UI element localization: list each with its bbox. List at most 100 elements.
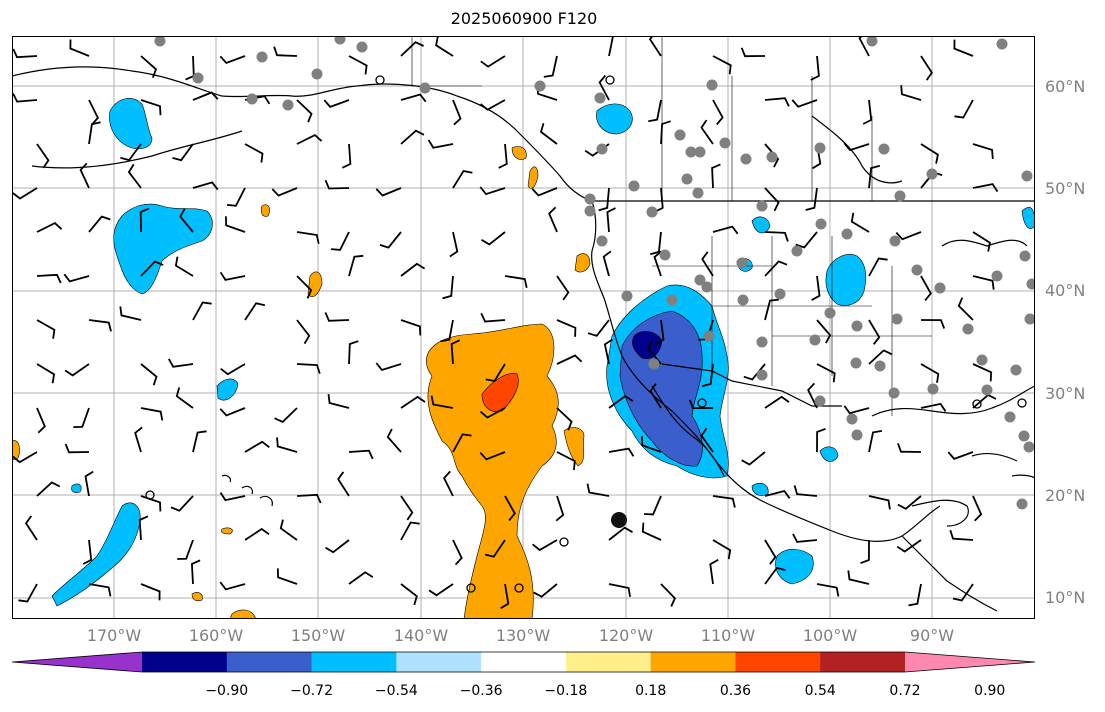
wind-barb <box>532 539 558 552</box>
station-dot <box>911 264 923 276</box>
station-dot <box>888 387 900 399</box>
wind-barb <box>119 306 142 321</box>
station-dot <box>1023 441 1035 453</box>
wind-barb <box>897 442 922 453</box>
wind-barb <box>219 271 246 281</box>
wind-barb <box>185 55 195 81</box>
wind-barb <box>868 430 883 453</box>
station-dot <box>694 146 706 158</box>
wind-barb <box>452 433 472 453</box>
wind-barb <box>920 363 940 383</box>
station-dot <box>246 93 258 105</box>
wind-barb <box>140 55 158 79</box>
wind-barb <box>764 395 790 409</box>
colorbar-tick-label: 0.72 <box>889 683 921 699</box>
station-dot <box>666 294 678 306</box>
wind-barb <box>920 275 932 301</box>
wind-barb <box>805 187 818 211</box>
map-panel <box>12 36 1035 619</box>
orange-blob-hawaii-east <box>563 427 585 467</box>
royal-blob-california <box>619 310 703 467</box>
colorbar-segment <box>650 652 736 672</box>
calm-marker <box>972 399 982 409</box>
wind-barb <box>533 583 558 598</box>
wind-barb <box>63 273 90 283</box>
station-dot <box>850 357 862 369</box>
wind-barb <box>954 99 974 119</box>
station-dot <box>815 218 827 230</box>
wind-barb <box>764 298 780 321</box>
wind-barb <box>500 583 510 610</box>
wind-barb <box>36 143 50 169</box>
wind-barb <box>972 231 991 252</box>
station-dot <box>736 257 748 269</box>
wind-barb <box>764 231 789 242</box>
wind-barb <box>296 275 313 299</box>
lat-label-60n: 60°N <box>1045 77 1086 96</box>
wind-barb <box>712 55 732 75</box>
station-dot <box>891 313 903 325</box>
colorbar-segments <box>11 651 1036 673</box>
station-dot <box>681 173 693 185</box>
wind-barb <box>644 495 662 516</box>
station-dot <box>991 270 1003 282</box>
wind-barb <box>641 436 662 453</box>
station-dot <box>926 168 938 180</box>
wind-barb <box>793 485 818 497</box>
wind-barb <box>701 251 714 277</box>
blue-blob-rockies <box>751 216 771 234</box>
wind-barb <box>324 312 350 322</box>
wind-barb <box>140 260 164 277</box>
wind-barb <box>972 183 999 193</box>
canada-provinces <box>411 36 873 201</box>
wind-barb <box>219 55 246 65</box>
wind-barb <box>82 539 93 565</box>
lon-label-150w: 150°W <box>290 626 346 645</box>
wind-barb <box>219 407 246 417</box>
wind-barb <box>323 99 350 108</box>
great-lakes <box>941 239 1028 247</box>
station-dot <box>701 281 713 293</box>
wind-barb <box>140 363 158 386</box>
orange-blob-bottom-1 <box>229 609 257 619</box>
calm-marker <box>514 583 524 593</box>
wind-barb <box>949 529 974 541</box>
wind-barb <box>79 162 90 189</box>
wind-barb <box>348 254 364 277</box>
lon-label-130w: 130°W <box>495 626 551 645</box>
wind-barb <box>36 481 61 497</box>
blue-blob-alaska-west <box>109 98 153 150</box>
wind-barb <box>653 250 662 277</box>
wind-barb <box>556 319 577 337</box>
calm-marker <box>697 398 707 408</box>
wind-barb <box>64 443 90 454</box>
wind-barb <box>555 495 565 522</box>
wind-barb <box>608 395 634 409</box>
wind-barb <box>741 451 766 466</box>
wind-barb <box>192 91 219 101</box>
wind-barb <box>225 216 246 233</box>
gulf-coast <box>871 385 1035 417</box>
station-dot <box>703 330 715 342</box>
wind-barb <box>920 402 947 412</box>
colorbar-segment <box>226 652 313 672</box>
station-dot <box>1026 278 1035 290</box>
orange-blob-west-edge <box>12 440 20 461</box>
colorbar-tick-label: 0.36 <box>719 683 752 699</box>
wind-barb <box>452 539 463 566</box>
wind-barb <box>608 447 635 457</box>
wind-barb <box>972 275 995 290</box>
station-dot <box>866 36 878 47</box>
station-dot <box>996 38 1008 50</box>
wind-barb <box>847 570 870 585</box>
west-coast <box>591 200 713 457</box>
wind-barb <box>192 301 212 321</box>
station-dot <box>674 129 686 141</box>
wind-barb <box>331 231 350 251</box>
station-dot <box>814 395 826 407</box>
orange-blob-small-2 <box>221 527 233 535</box>
station-dot <box>878 143 890 155</box>
station-dot <box>824 307 836 319</box>
wind-barb <box>953 39 974 57</box>
mexico-coast <box>711 455 941 542</box>
